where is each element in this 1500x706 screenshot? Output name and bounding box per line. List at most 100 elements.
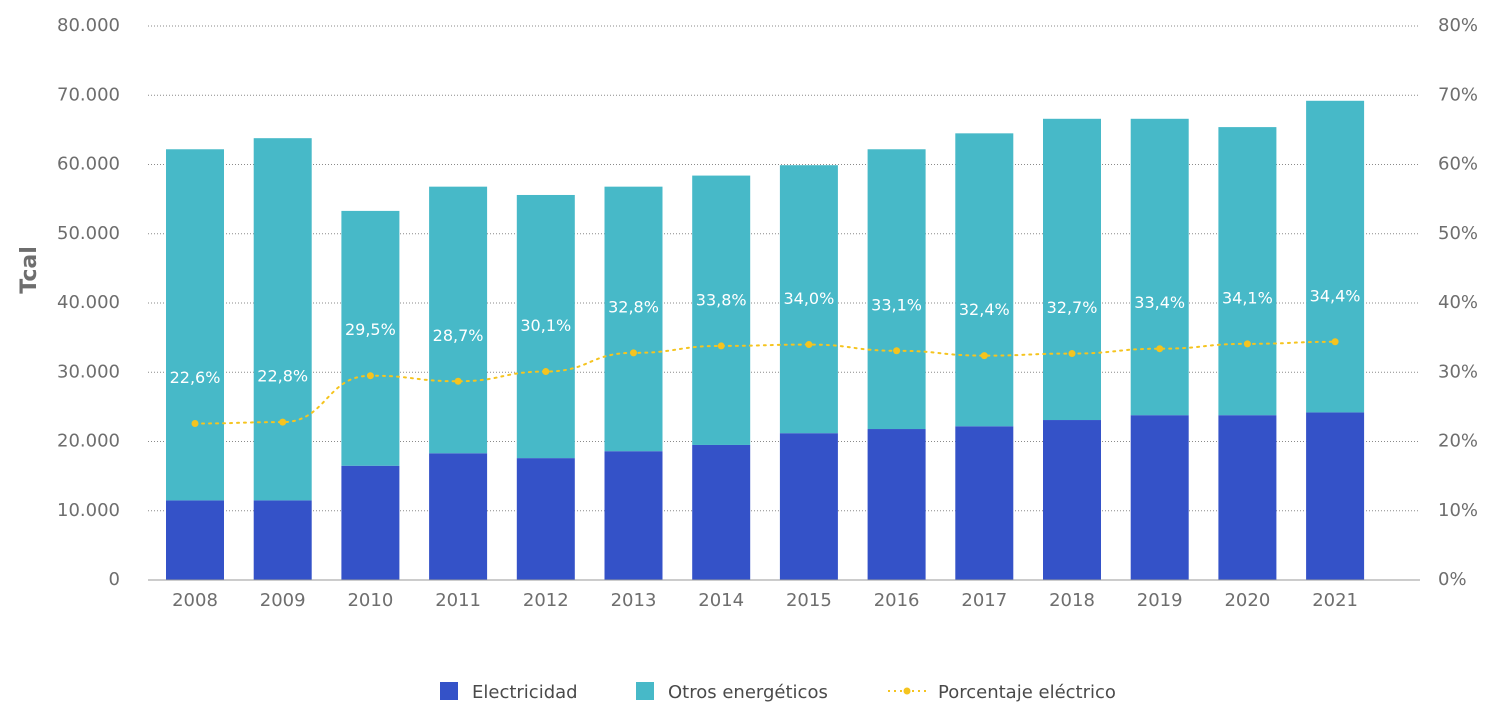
bar-otros-energeticos <box>429 186 488 454</box>
percentage-data-label: 22,8% <box>257 367 308 386</box>
x-tick-label: 2010 <box>347 590 393 611</box>
x-tick-label: 2012 <box>523 590 569 611</box>
y2-tick-label: 40% <box>1438 292 1478 313</box>
y-tick-label: 30.000 <box>57 361 120 382</box>
y-tick-label: 0 <box>109 569 120 590</box>
percentage-data-label: 33,4% <box>1134 293 1185 312</box>
bar-electricidad <box>516 458 575 580</box>
legend-swatch-otros <box>636 682 654 700</box>
bar-otros-energeticos <box>1306 100 1365 413</box>
x-tick-label: 2008 <box>172 590 218 611</box>
percentage-data-label: 32,8% <box>608 297 659 316</box>
percentage-point <box>279 418 287 426</box>
percentage-point <box>542 368 550 376</box>
x-tick-label: 2013 <box>611 590 657 611</box>
y2-tick-label: 80% <box>1438 15 1478 36</box>
percentage-point <box>893 347 901 355</box>
percentage-data-label: 28,7% <box>433 326 484 345</box>
bar-otros-energeticos <box>341 210 400 466</box>
bar-otros-energeticos <box>604 186 663 452</box>
legend-label-otros: Otros energéticos <box>668 682 828 703</box>
percentage-data-label: 30,1% <box>520 316 571 335</box>
x-axis: 2008 2009 2010 2011 2012 2013 2014 2015 2016 2017… <box>172 590 1358 611</box>
y2-tick-label: 50% <box>1438 223 1478 244</box>
bar-electricidad <box>692 444 751 580</box>
x-tick-label: 2017 <box>961 590 1007 611</box>
legend: Electricidad Otros energéticos Porcentaj… <box>440 682 1116 703</box>
bar-electricidad <box>341 465 400 580</box>
bar-electricidad <box>604 451 663 580</box>
y-tick-label: 40.000 <box>57 292 120 313</box>
bar-electricidad <box>253 500 312 580</box>
y2-tick-label: 70% <box>1438 84 1478 105</box>
bar-otros-energeticos <box>867 149 926 430</box>
bar-otros-energeticos <box>692 175 751 445</box>
percentage-point <box>980 352 988 360</box>
data-labels: 22,6% 22,8% 29,5% 28,7% 30,1% 32,8% 33,8% 34,0%… <box>170 286 1361 387</box>
percentage-data-label: 32,7% <box>1047 298 1098 317</box>
bar-otros-energeticos <box>166 149 224 501</box>
percentage-point <box>1068 350 1076 358</box>
percentage-data-label: 34,4% <box>1310 286 1361 305</box>
bar-electricidad <box>779 433 838 580</box>
percentage-point <box>1243 340 1251 348</box>
bar-electricidad <box>1130 415 1189 580</box>
percentage-point <box>454 377 462 385</box>
legend-label-porcentaje: Porcentaje eléctrico <box>938 682 1116 703</box>
y-axis-title: Tcal <box>17 246 42 294</box>
percentage-point <box>1156 345 1164 353</box>
legend-swatch-electricidad <box>440 682 458 700</box>
percentage-point <box>805 341 813 349</box>
y-tick-label: 60.000 <box>57 154 120 175</box>
x-tick-label: 2011 <box>435 590 481 611</box>
percentage-data-label: 33,1% <box>871 295 922 314</box>
bar-electricidad <box>1306 412 1365 580</box>
bar-electricidad <box>1218 415 1277 580</box>
percentage-point <box>366 372 374 380</box>
bar-otros-energeticos <box>779 165 838 434</box>
percentage-point <box>630 349 637 357</box>
legend-marker-porcentaje <box>903 687 911 695</box>
x-tick-label: 2021 <box>1312 590 1358 611</box>
x-tick-label: 2020 <box>1224 590 1270 611</box>
percentage-data-label: 34,0% <box>783 289 834 308</box>
y2-tick-label: 20% <box>1438 431 1478 452</box>
legend-label-electricidad: Electricidad <box>472 682 578 703</box>
percentage-line <box>191 338 1339 427</box>
x-tick-label: 2016 <box>874 590 920 611</box>
bar-otros-energeticos <box>1043 118 1101 421</box>
x-tick-label: 2009 <box>260 590 306 611</box>
y-tick-label: 70.000 <box>57 84 120 105</box>
x-tick-label: 2014 <box>698 590 744 611</box>
bar-otros-energeticos <box>955 133 1014 427</box>
bar-otros-energeticos <box>253 138 312 501</box>
percentage-data-label: 32,4% <box>959 300 1010 319</box>
y-tick-label: 10.000 <box>57 500 120 521</box>
y-axis-left: 0 10.000 20.000 30.000 40.000 50.000 60.000 70.… <box>57 15 120 590</box>
bar-electricidad <box>1043 420 1101 580</box>
y2-tick-label: 0% <box>1438 569 1467 590</box>
percentage-point <box>191 419 199 427</box>
percentage-data-label: 33,8% <box>696 290 747 309</box>
percentage-point <box>1331 338 1339 346</box>
x-tick-label: 2018 <box>1049 590 1095 611</box>
percentage-data-label: 29,5% <box>345 320 396 339</box>
y-tick-label: 80.000 <box>57 15 120 36</box>
bar-otros-energeticos <box>1130 118 1189 416</box>
bar-electricidad <box>166 500 224 580</box>
x-tick-label: 2015 <box>786 590 832 611</box>
bar-electricidad <box>955 426 1014 580</box>
y2-tick-label: 10% <box>1438 500 1478 521</box>
bar-otros-energeticos <box>516 194 575 459</box>
y-tick-label: 20.000 <box>57 431 120 452</box>
percentage-data-label: 22,6% <box>170 368 221 387</box>
percentage-point <box>717 342 725 350</box>
percentage-data-label: 34,1% <box>1222 288 1273 307</box>
y2-tick-label: 60% <box>1438 154 1478 175</box>
y-axis-right: 0% 10% 20% 30% 40% 50% 60% 70% 80% <box>1438 15 1478 590</box>
bar-electricidad <box>867 429 926 580</box>
bars <box>166 100 1365 580</box>
bar-electricidad <box>429 453 488 580</box>
bar-otros-energeticos <box>1218 127 1277 416</box>
